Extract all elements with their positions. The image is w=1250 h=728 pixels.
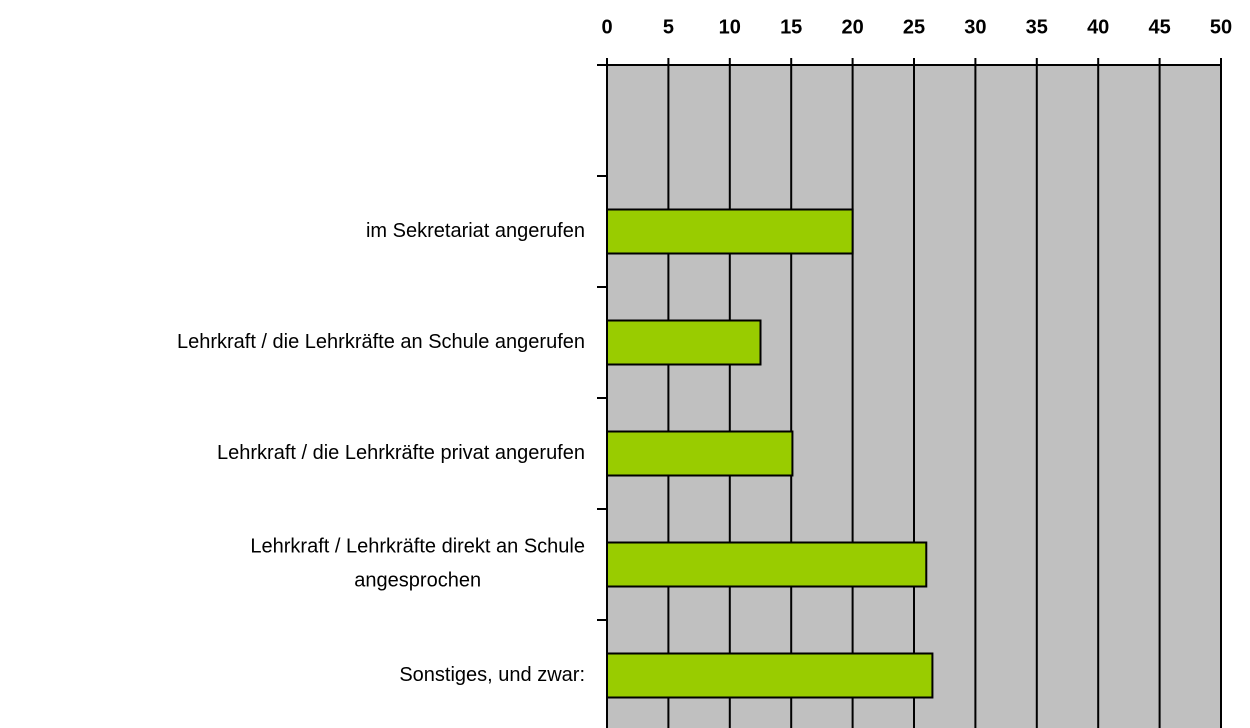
x-tick-label: 5 [663, 16, 674, 38]
x-tick-label: 10 [719, 16, 741, 38]
x-tick-label: 30 [964, 16, 986, 38]
bar [606, 319, 762, 366]
bar [606, 208, 854, 255]
x-tick-label: 45 [1148, 16, 1170, 38]
bar [606, 652, 934, 699]
bar [606, 430, 794, 477]
y-tick-label: Lehrkraft / die Lehrkräfte privat angeru… [217, 442, 585, 464]
y-tick-label: Lehrkraft / die Lehrkräfte an Schule ang… [177, 331, 585, 353]
x-tick-label: 15 [780, 16, 802, 38]
x-tick-label: 20 [841, 16, 863, 38]
x-tick-label: 25 [903, 16, 925, 38]
x-tick-label: 50 [1210, 16, 1232, 38]
bar [606, 541, 928, 588]
x-tick-label: 0 [601, 16, 612, 38]
y-tick-label: Lehrkraft / Lehrkräfte direkt an Schule a… [250, 536, 585, 592]
x-tick-label: 35 [1026, 16, 1048, 38]
y-tick-label: Sonstiges, und zwar: [399, 664, 585, 686]
y-tick-label: im Sekretariat angerufen [366, 220, 585, 242]
x-tick-label: 40 [1087, 16, 1109, 38]
